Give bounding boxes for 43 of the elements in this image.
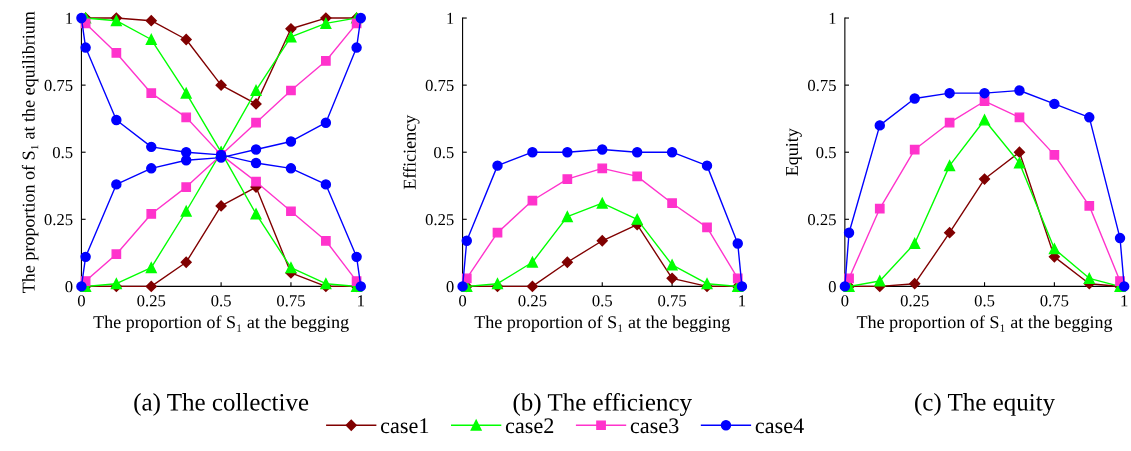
legend-label: case4 (755, 418, 804, 434)
y-axis-title: Equity (785, 128, 802, 176)
y-tick-label: 0.5 (816, 146, 836, 159)
y-tick-label: 0.75 (44, 79, 73, 92)
x-tick-label: 0.75 (277, 295, 305, 307)
y-tick-label: 1 (66, 12, 73, 24)
y-tick-label: 0 (446, 281, 454, 293)
x-tick-label: 0 (77, 295, 85, 307)
x-tick-label: 1 (358, 295, 364, 307)
x-tick-label: 0 (841, 295, 849, 307)
text: (c) The equity (915, 393, 1056, 416)
x-tick-label: 0.25 (518, 295, 547, 307)
y-axis-title: Efficiency (402, 114, 420, 190)
y-tick-label: 0.5 (434, 146, 454, 159)
legend-label: case2 (505, 418, 554, 434)
x-tick-label: 0.5 (211, 295, 231, 307)
text: (a) The collective (134, 393, 309, 416)
x-tick-label: 1 (1121, 295, 1128, 307)
x-tick-label: 0.25 (137, 295, 166, 307)
y-tick-label: 0 (65, 281, 73, 293)
x-axis-title: The proportion of S₁ at the begging (93, 315, 349, 332)
x-tick-label: 0.5 (592, 295, 613, 307)
y-tick-label: 0.25 (44, 214, 73, 226)
y-tick-label: 0.25 (425, 214, 454, 226)
y-tick-label: 0.75 (425, 79, 454, 92)
x-tick-label: 0.75 (658, 295, 687, 307)
x-tick-label: 0.25 (900, 295, 929, 307)
y-tick-label: 0 (828, 281, 836, 293)
legend-label: case3 (630, 418, 679, 434)
y-tick-label: 0.5 (52, 146, 73, 159)
text: (b) The efficiency (513, 392, 692, 416)
y-tick-label: 1 (447, 12, 454, 24)
y-tick-label: 1 (829, 12, 836, 24)
legend-label: case1 (380, 418, 429, 434)
x-axis-title: The proportion of S₁ at the begging (474, 315, 730, 332)
y-tick-label: 0.25 (807, 214, 836, 226)
x-tick-label: 0 (459, 295, 467, 307)
y-axis-title: The proportion of S₁ at the equilibrium (21, 11, 39, 293)
x-axis-title: The proportion of S₁ at the begging (856, 315, 1113, 332)
x-tick-label: 1 (739, 295, 746, 307)
y-tick-label: 0.75 (807, 79, 836, 92)
x-tick-label: 0.75 (1040, 295, 1069, 307)
x-tick-label: 0.5 (974, 295, 995, 307)
